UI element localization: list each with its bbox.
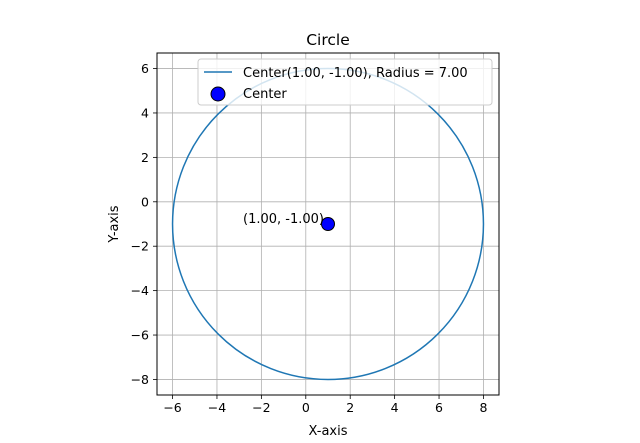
x-tick-label: −4 <box>208 400 226 415</box>
plot-frame <box>156 52 500 396</box>
legend-label-circle: Center(1.00, -1.00), Radius = 7.00 <box>243 66 468 81</box>
annotation-layer: (1.00, -1.00) <box>243 212 324 227</box>
y-tick-label: −8 <box>131 372 149 387</box>
x-tick-label: 0 <box>302 400 310 415</box>
y-tick-label: −4 <box>131 283 149 298</box>
x-tick-label: 8 <box>479 400 487 415</box>
y-tick-label: 6 <box>141 61 149 76</box>
y-tick-label: 4 <box>141 105 149 120</box>
center-marker-layer <box>321 217 335 231</box>
legend-box <box>197 58 493 106</box>
axis-ticks: −6 −4 −2 0 2 4 6 8 −8 −6 −4 −2 0 2 4 6 <box>131 61 488 415</box>
chart-title: Circle <box>306 31 350 49</box>
x-tick-label: −6 <box>163 400 181 415</box>
x-tick-label: −2 <box>252 400 270 415</box>
y-tick-label: −6 <box>131 328 149 343</box>
legend-label-center: Center <box>243 87 287 102</box>
x-tick-label: 2 <box>346 400 354 415</box>
x-axis-label: X-axis <box>309 424 348 439</box>
grid-lines <box>157 53 499 395</box>
center-point <box>321 217 335 231</box>
x-tick-label: 6 <box>435 400 443 415</box>
center-annotation: (1.00, -1.00) <box>243 212 324 227</box>
legend: Center(1.00, -1.00), Radius = 7.00 Cente… <box>197 58 493 106</box>
x-tick-label: 4 <box>391 400 399 415</box>
y-tick-label: −2 <box>131 239 149 254</box>
y-axis-label: Y-axis <box>107 205 122 243</box>
legend-marker-swatch <box>210 86 226 102</box>
y-tick-label: 2 <box>141 150 149 165</box>
y-tick-label: 0 <box>141 194 149 209</box>
